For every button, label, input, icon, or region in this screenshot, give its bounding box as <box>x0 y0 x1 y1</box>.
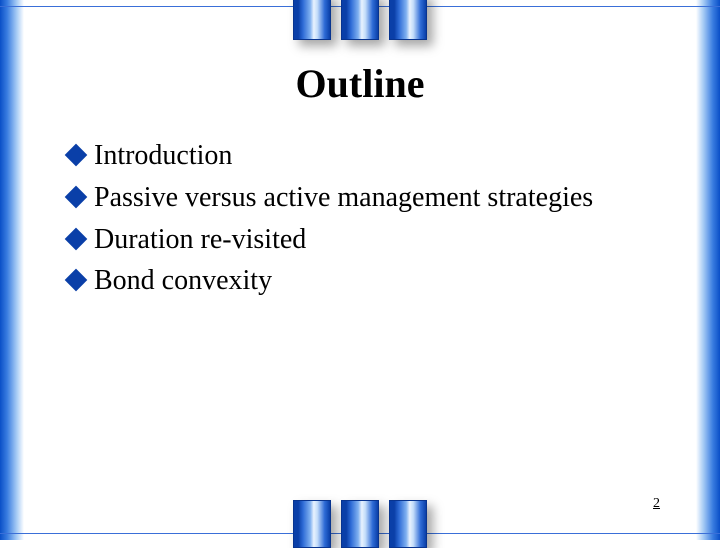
list-item: Passive versus active management strateg… <box>68 179 660 217</box>
slide-content: Outline Introduction Passive versus acti… <box>60 60 660 304</box>
page-number: 2 <box>653 496 660 512</box>
top-pillars <box>293 0 427 40</box>
pillar <box>341 500 379 548</box>
diamond-bullet-icon <box>65 185 88 208</box>
bottom-pillars <box>293 500 427 548</box>
diamond-bullet-icon <box>65 144 88 167</box>
list-item: Introduction <box>68 137 660 175</box>
bullet-text: Bond convexity <box>94 262 660 300</box>
bullet-list: Introduction Passive versus active manag… <box>60 137 660 300</box>
pillar <box>293 500 331 548</box>
left-gradient-border <box>0 0 24 540</box>
pillar <box>293 0 331 40</box>
pillar <box>389 500 427 548</box>
list-item: Duration re-visited <box>68 221 660 259</box>
bullet-text: Introduction <box>94 137 660 175</box>
bullet-text: Passive versus active management strateg… <box>94 179 660 217</box>
list-item: Bond convexity <box>68 262 660 300</box>
diamond-bullet-icon <box>65 227 88 250</box>
pillar <box>389 0 427 40</box>
pillar <box>341 0 379 40</box>
bullet-text: Duration re-visited <box>94 221 660 259</box>
slide-title: Outline <box>60 60 660 107</box>
right-gradient-border <box>696 0 720 540</box>
diamond-bullet-icon <box>65 269 88 292</box>
